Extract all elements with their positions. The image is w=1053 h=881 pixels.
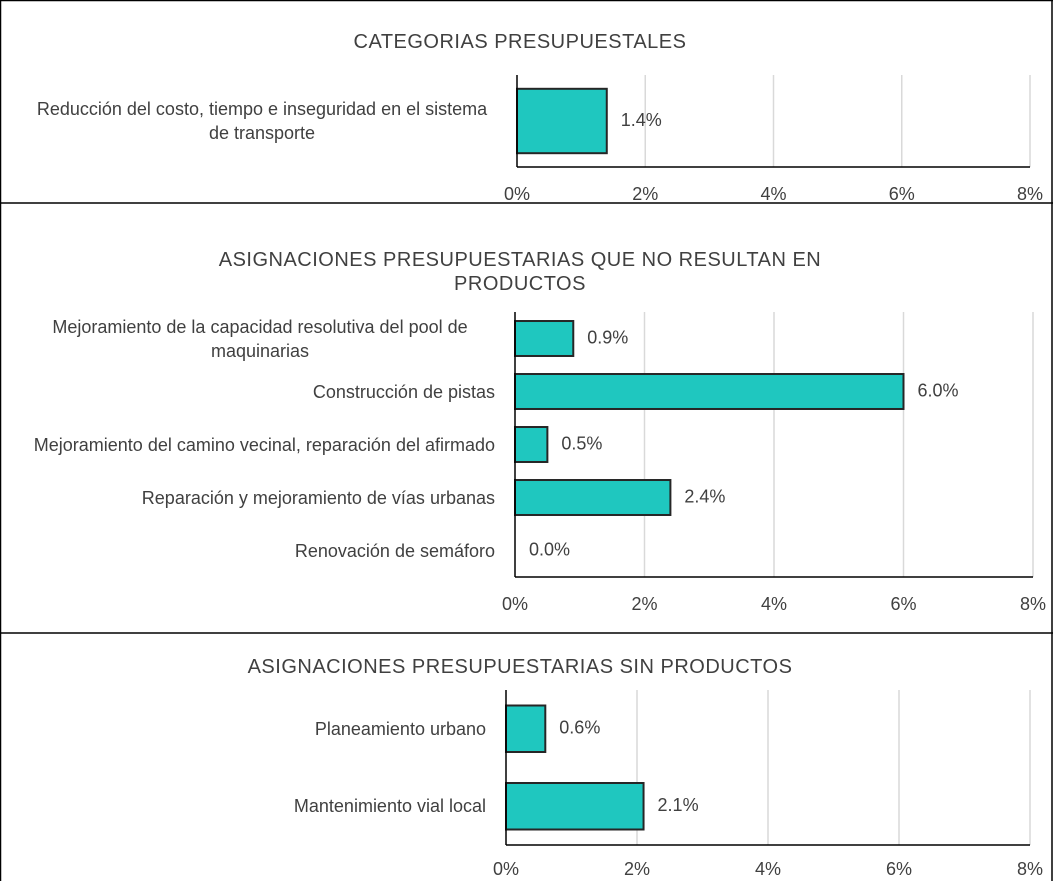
- value-label: 0.5%: [561, 433, 602, 453]
- x-tick-label: 2%: [632, 184, 658, 204]
- x-tick-label: 6%: [890, 594, 916, 614]
- bar: [514, 479, 672, 516]
- value-label: 0.6%: [559, 718, 600, 738]
- value-label: 6.0%: [918, 380, 959, 400]
- value-label: 1.4%: [621, 110, 662, 130]
- category-label: Mejoramiento de la capacidad resolutiva …: [52, 316, 468, 361]
- bar: [514, 320, 575, 357]
- bar: [516, 87, 608, 155]
- x-tick-label: 8%: [1020, 594, 1046, 614]
- x-tick-label: 6%: [889, 184, 915, 204]
- x-tick-label: 4%: [760, 184, 786, 204]
- x-tick-label: 4%: [761, 594, 787, 614]
- category-label: Mantenimiento vial local: [293, 796, 486, 817]
- value-label: 2.4%: [684, 486, 725, 506]
- chart-title: ASIGNACIONES PRESUPUESTARIAS QUE NO RESU…: [218, 249, 822, 295]
- x-tick-label: 8%: [1017, 184, 1043, 204]
- value-label: 2.1%: [658, 795, 699, 815]
- value-label: 0.9%: [587, 327, 628, 347]
- x-tick-label: 0%: [502, 594, 528, 614]
- category-label: Mejoramiento del camino vecinal, reparac…: [33, 434, 495, 455]
- x-tick-label: 0%: [493, 859, 519, 879]
- bar: [505, 782, 645, 831]
- bar: [514, 426, 549, 463]
- chart-title: CATEGORIAS PRESUPUESTALES: [353, 31, 687, 53]
- x-tick-label: 8%: [1017, 859, 1043, 879]
- x-tick-label: 6%: [886, 859, 912, 879]
- category-label: Construcción de pistas: [312, 381, 495, 402]
- bar: [505, 704, 547, 753]
- category-label: Renovación de semáforo: [294, 540, 495, 561]
- chart-title: ASIGNACIONES PRESUPUESTARIAS SIN PRODUCT…: [247, 656, 793, 678]
- category-label: Planeamiento urbano: [314, 718, 486, 739]
- value-label: 0.0%: [529, 539, 570, 559]
- x-tick-label: 0%: [504, 184, 530, 204]
- x-tick-label: 4%: [755, 859, 781, 879]
- category-label: Reducción del costo, tiempo e insegurida…: [36, 99, 488, 143]
- x-tick-label: 2%: [624, 859, 650, 879]
- x-tick-label: 2%: [631, 594, 657, 614]
- bar: [514, 373, 905, 410]
- category-label: Reparación y mejoramiento de vías urbana…: [141, 487, 495, 508]
